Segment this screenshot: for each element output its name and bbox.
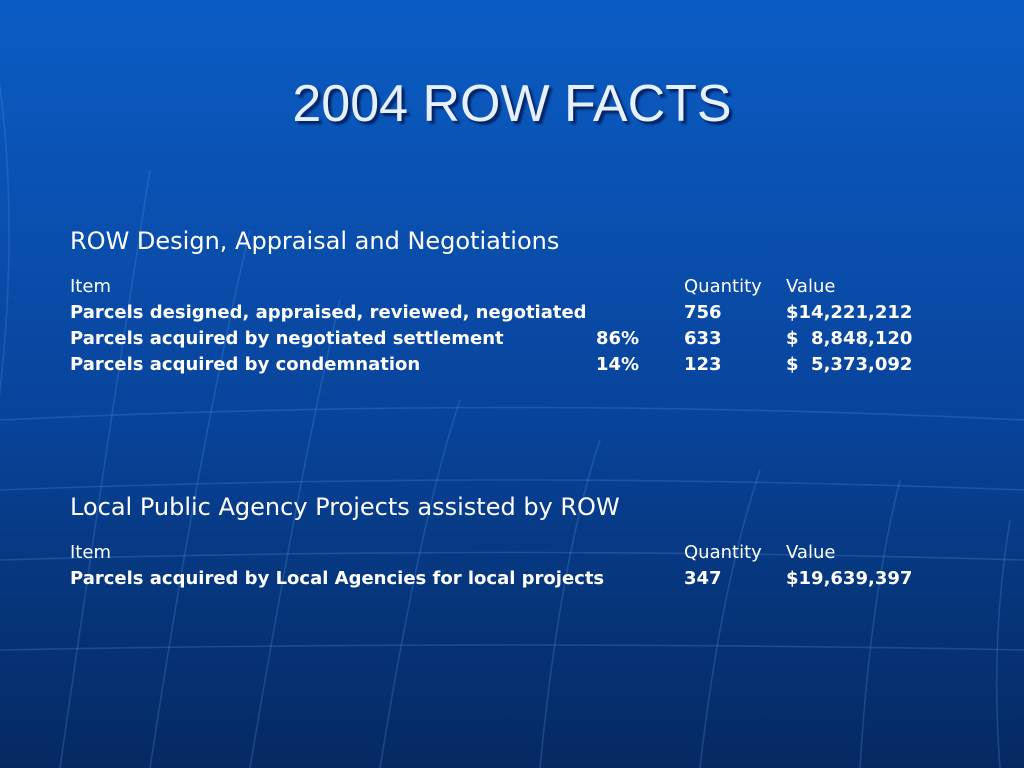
slide-title: 2004 ROW FACTS	[292, 75, 732, 133]
row-item: Parcels designed, appraised, reviewed, n…	[70, 302, 587, 323]
section-row-design: ROW Design, Appraisal and Negotiations I…	[70, 226, 970, 378]
row-percent: 86%	[596, 328, 640, 349]
row-item: Parcels acquired by Local Agencies for l…	[70, 568, 605, 589]
row-quantity: 347	[684, 568, 722, 589]
section-heading: ROW Design, Appraisal and Negotiations	[70, 227, 560, 255]
table-row: Parcels designed, appraised, reviewed, n…	[70, 300, 970, 326]
column-header-quantity: Quantity	[684, 542, 762, 563]
column-header-value: Value	[786, 542, 836, 563]
column-header-item: Item	[70, 276, 111, 297]
section-heading: Local Public Agency Projects assisted by…	[70, 493, 620, 521]
row-quantity: 633	[684, 328, 722, 349]
row-value: $ 8,848,120	[786, 328, 913, 349]
column-header-quantity: Quantity	[684, 276, 762, 297]
table-header-row: Item Quantity Value	[70, 540, 970, 566]
table-header-row: Item Quantity Value	[70, 274, 970, 300]
column-header-item: Item	[70, 542, 111, 563]
row-value: $14,221,212	[786, 302, 913, 323]
row-value: $19,639,397	[786, 568, 913, 589]
row-percent: 14%	[596, 354, 640, 375]
row-quantity: 756	[684, 302, 722, 323]
row-item: Parcels acquired by condemnation	[70, 354, 421, 375]
row-quantity: 123	[684, 354, 722, 375]
section-local-agency: Local Public Agency Projects assisted by…	[70, 492, 970, 592]
row-value: $ 5,373,092	[786, 354, 913, 375]
row-item: Parcels acquired by negotiated settlemen…	[70, 328, 504, 349]
table-row: Parcels acquired by negotiated settlemen…	[70, 326, 970, 352]
table-row: Parcels acquired by Local Agencies for l…	[70, 566, 970, 592]
column-header-value: Value	[786, 276, 836, 297]
table-row: Parcels acquired by condemnation 14% 123…	[70, 352, 970, 378]
